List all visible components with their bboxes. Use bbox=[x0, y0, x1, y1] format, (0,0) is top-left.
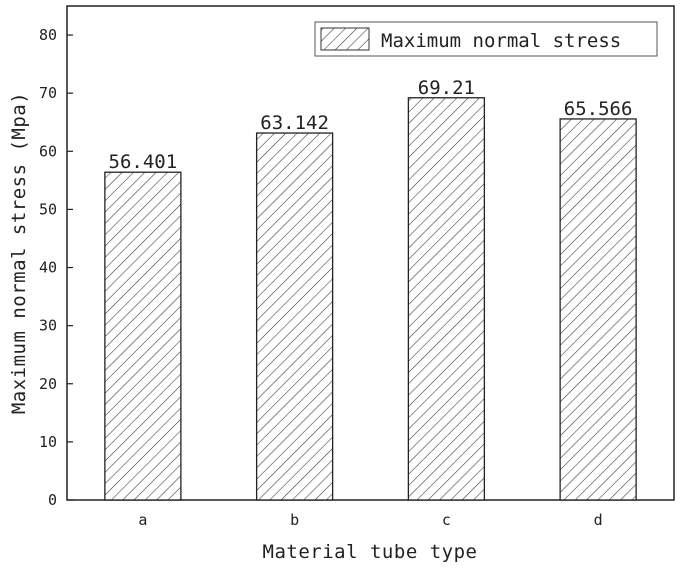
legend: Maximum normal stress bbox=[314, 21, 658, 57]
x-tick-label: c bbox=[442, 511, 451, 529]
y-tick-label: 40 bbox=[39, 259, 57, 277]
x-tick-label: b bbox=[290, 511, 299, 529]
y-axis-title: Maximum normal stress (Mpa) bbox=[8, 92, 30, 414]
x-tick-label: a bbox=[138, 511, 147, 529]
legend-swatch bbox=[320, 27, 370, 51]
y-tick-label: 0 bbox=[48, 491, 57, 509]
y-tick-label: 80 bbox=[39, 26, 57, 44]
bar-a bbox=[104, 171, 182, 501]
y-tick-label: 10 bbox=[39, 433, 57, 451]
data-label-a: 56.401 bbox=[109, 151, 178, 173]
y-tick-label: 20 bbox=[39, 375, 57, 393]
bar-b bbox=[255, 132, 334, 501]
legend-label: Maximum normal stress bbox=[381, 30, 621, 52]
data-label-b: 63.142 bbox=[260, 112, 329, 134]
legend-box bbox=[314, 21, 658, 57]
data-labels: 56.401 63.142 69.21 65.566 bbox=[109, 77, 633, 173]
x-tick-label: d bbox=[594, 511, 603, 529]
y-tick-label: 60 bbox=[39, 142, 57, 160]
data-label-c: 69.21 bbox=[418, 77, 475, 99]
bar-series bbox=[104, 97, 637, 501]
y-tick-label: 50 bbox=[39, 200, 57, 218]
y-axis: 0 10 20 30 40 50 60 70 80 bbox=[39, 26, 73, 509]
plot-frame bbox=[66, 5, 675, 501]
x-axis-title: Material tube type bbox=[263, 541, 478, 563]
y-tick-label: 70 bbox=[39, 84, 57, 102]
bar-d bbox=[559, 118, 637, 501]
bar-c bbox=[407, 97, 486, 501]
y-tick-label: 30 bbox=[39, 317, 57, 335]
data-label-d: 65.566 bbox=[564, 98, 633, 120]
